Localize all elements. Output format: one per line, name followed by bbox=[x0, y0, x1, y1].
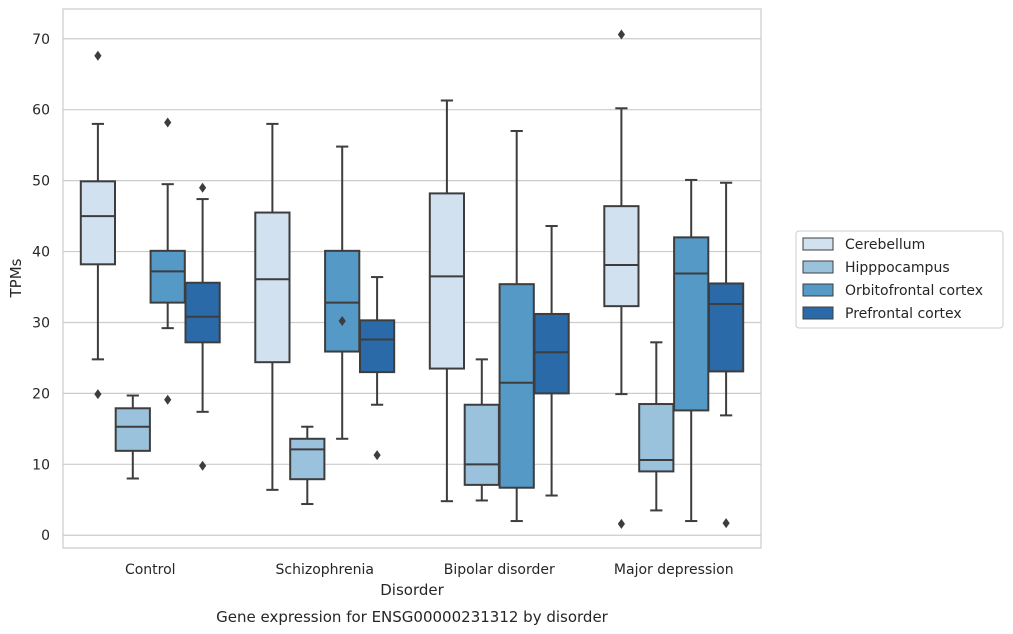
box-3-2 bbox=[673, 178, 710, 523]
outlier-point-0 bbox=[164, 117, 172, 128]
box-iqr bbox=[533, 312, 570, 395]
outlier-point-1 bbox=[164, 394, 172, 405]
box-iqr bbox=[358, 319, 396, 374]
box-0-0 bbox=[79, 50, 117, 400]
box-iqr bbox=[254, 211, 291, 364]
chart-title: Gene expression for ENSG00000231312 by d… bbox=[216, 608, 609, 626]
y-tick-label-0: 0 bbox=[41, 528, 50, 544]
plot-frame bbox=[62, 8, 762, 549]
x-axis-tick-labels: Control Schizophrenia Bipolar disorder Majo… bbox=[125, 562, 734, 578]
legend-label-3: Prefrontal cortex bbox=[845, 306, 962, 322]
box-iqr bbox=[149, 249, 186, 304]
outlier-point-0 bbox=[722, 518, 730, 529]
y-tick-label-20: 20 bbox=[32, 386, 50, 402]
box-iqr bbox=[603, 205, 640, 308]
legend-frame bbox=[795, 230, 1004, 329]
box-iqr bbox=[184, 281, 221, 344]
box-iqr bbox=[114, 407, 151, 452]
box-iqr bbox=[707, 282, 745, 373]
box-3-1 bbox=[638, 341, 675, 512]
outlier-point-1 bbox=[199, 460, 207, 471]
legend-swatch-2 bbox=[802, 283, 834, 297]
outlier-point-0 bbox=[94, 50, 102, 61]
legend-label-2: Orbitofrontal cortex bbox=[845, 283, 983, 299]
x-tick-label-3: Major depression bbox=[614, 562, 734, 578]
box-iqr bbox=[289, 437, 326, 481]
box-3-0 bbox=[603, 29, 640, 529]
legend-label-0: Cerebellum bbox=[845, 237, 925, 253]
outlier-point-0 bbox=[338, 316, 346, 327]
box-1-0 bbox=[254, 122, 291, 491]
box-iqr bbox=[324, 249, 361, 353]
outlier-point-1 bbox=[94, 389, 102, 400]
box-iqr bbox=[428, 192, 466, 370]
outlier-point-0 bbox=[199, 182, 207, 193]
y-axis-tick-labels: 0 10 20 30 40 50 60 70 bbox=[32, 32, 50, 544]
y-tick-label-10: 10 bbox=[32, 457, 50, 473]
box-0-3 bbox=[184, 182, 221, 471]
x-tick-label-1: Schizophrenia bbox=[276, 562, 374, 578]
legend-swatch-1 bbox=[802, 260, 834, 274]
box-2-2 bbox=[498, 129, 535, 523]
box-iqr bbox=[638, 403, 675, 473]
outlier-point-0 bbox=[617, 29, 625, 40]
box-iqr bbox=[79, 180, 117, 266]
legend: Cerebellum Hipppocampus Orbitofrontal cort… bbox=[795, 230, 1004, 329]
x-tick-label-0: Control bbox=[125, 562, 176, 578]
box-1-3 bbox=[358, 276, 396, 461]
box-1-2 bbox=[324, 145, 361, 440]
legend-swatch-0 bbox=[802, 237, 834, 251]
box-2-3 bbox=[533, 225, 570, 497]
box-3-3 bbox=[707, 181, 745, 529]
box-0-1 bbox=[114, 394, 151, 480]
box-2-0 bbox=[428, 99, 466, 503]
box-iqr bbox=[463, 403, 500, 486]
box-iqr bbox=[498, 283, 535, 489]
box-1-1 bbox=[289, 425, 326, 506]
y-tick-label-40: 40 bbox=[32, 245, 50, 261]
legend-label-1: Hipppocampus bbox=[845, 260, 950, 276]
outlier-point-1 bbox=[617, 518, 625, 529]
box-iqr bbox=[673, 236, 710, 412]
y-tick-label-70: 70 bbox=[32, 32, 50, 48]
y-tick-label-60: 60 bbox=[32, 103, 50, 119]
y-tick-label-30: 30 bbox=[32, 315, 50, 331]
outlier-point-0 bbox=[373, 450, 381, 461]
box-plot-marks bbox=[79, 29, 745, 529]
legend-swatch-3 bbox=[802, 306, 834, 320]
y-axis-label: TPMs bbox=[7, 258, 25, 298]
y-tick-label-50: 50 bbox=[32, 174, 50, 190]
box-0-2 bbox=[149, 117, 186, 405]
x-tick-label-2: Bipolar disorder bbox=[444, 562, 555, 578]
x-axis-label: Disorder bbox=[380, 581, 444, 599]
box-2-1 bbox=[463, 358, 500, 502]
